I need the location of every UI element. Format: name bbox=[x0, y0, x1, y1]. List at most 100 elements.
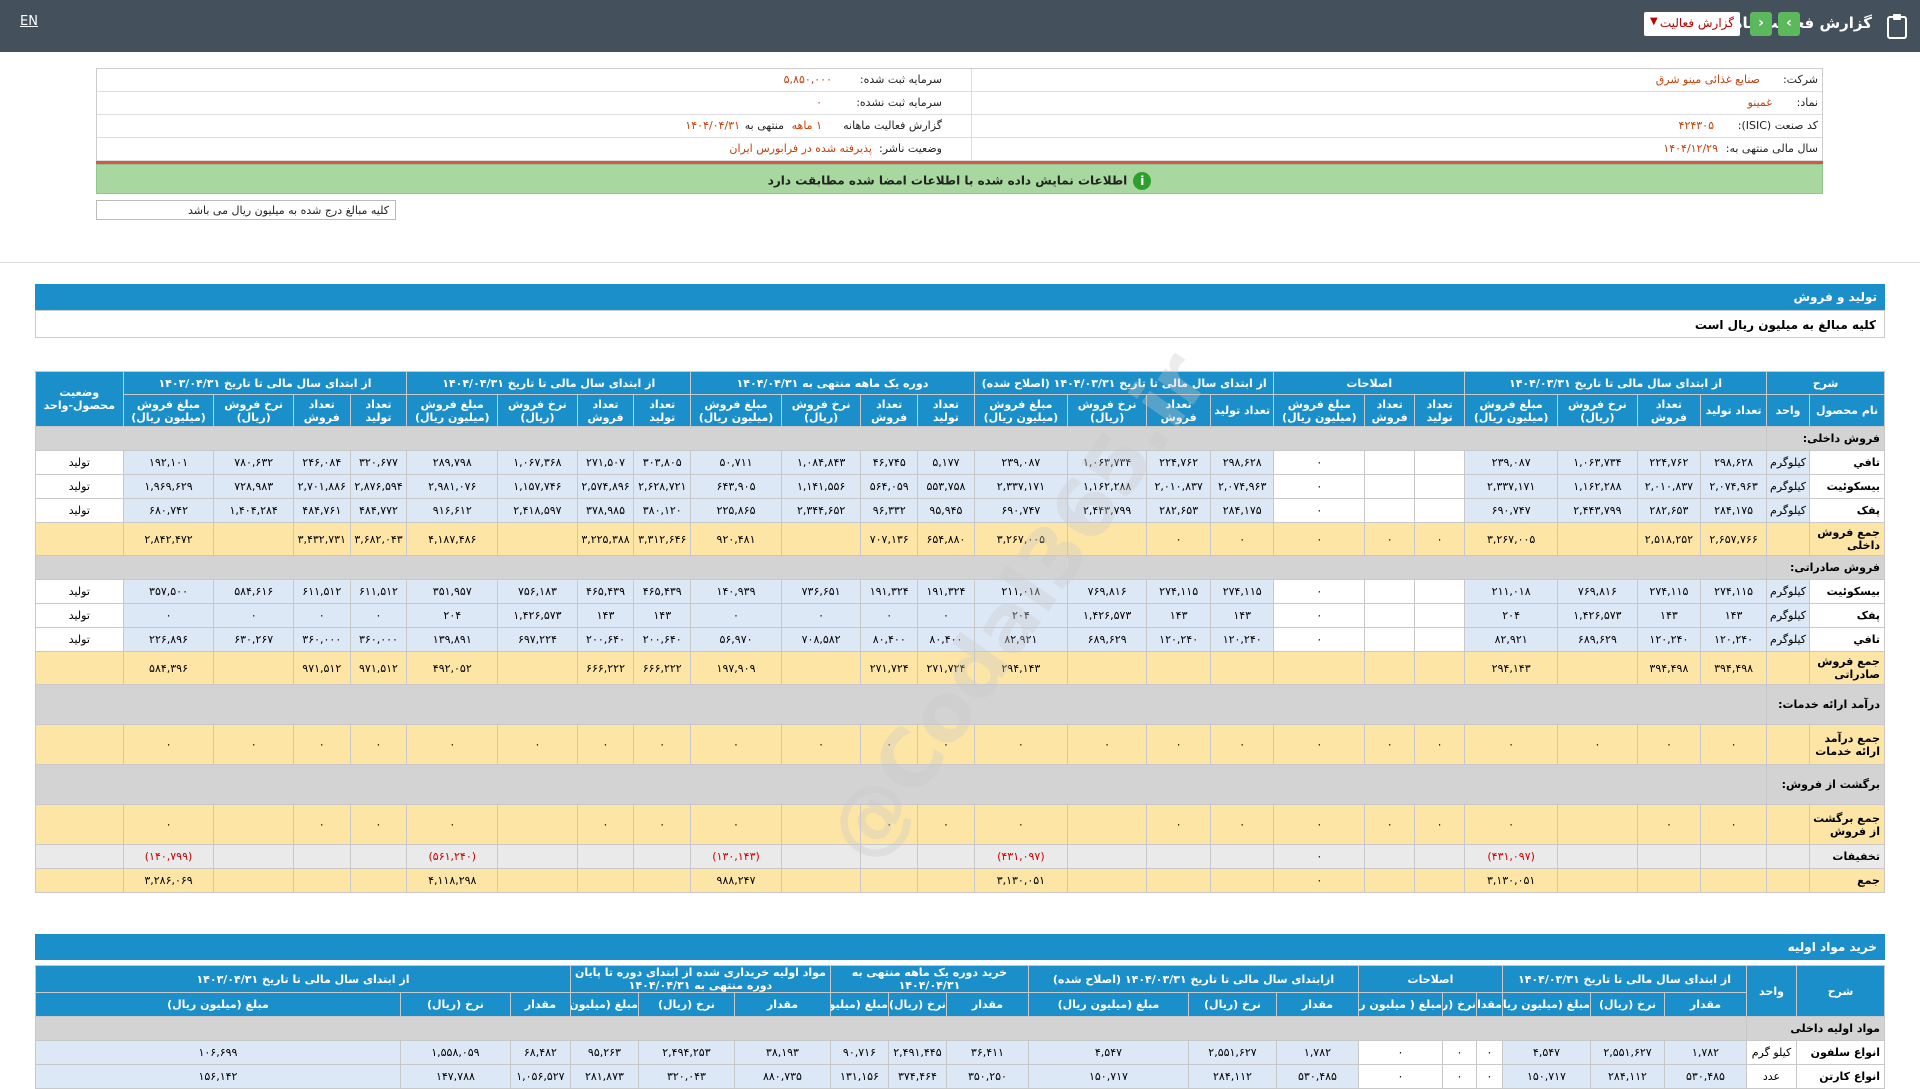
table-cell: ۱۴۷,۷۸۸ bbox=[399, 1064, 511, 1089]
category-fill bbox=[35, 555, 1767, 580]
table-row: برگشت از فروش: bbox=[35, 764, 1886, 805]
category-fill bbox=[35, 1016, 1747, 1041]
table-cell bbox=[1557, 651, 1638, 685]
column-header: مقدار bbox=[945, 992, 1029, 1017]
language-switch[interactable]: EN bbox=[20, 14, 38, 29]
table-cell: ۱۲۰,۲۴۰ bbox=[1700, 627, 1767, 652]
table-cell: ۲۸۴,۱۱۲ bbox=[1590, 1064, 1665, 1089]
column-header: مقدار bbox=[509, 992, 571, 1017]
table-cell: ۷۳۶,۶۵۱ bbox=[780, 579, 862, 604]
table-cell: کیلوگرم bbox=[1765, 603, 1811, 628]
table-cell: ۲۰۴ bbox=[1464, 603, 1559, 628]
table-cell bbox=[1557, 868, 1638, 893]
table-cell: جمع فروش داخلی bbox=[1809, 522, 1885, 556]
table-cell bbox=[1765, 651, 1811, 685]
table-cell bbox=[213, 804, 294, 845]
column-header: تعداد فروش bbox=[860, 394, 919, 427]
column-header: نام محصول bbox=[1809, 394, 1885, 427]
table-cell: ۲,۵۷۴,۸۹۶ bbox=[576, 474, 635, 499]
table-cell bbox=[1414, 498, 1466, 523]
category-label: درآمد ارائه خدمات: bbox=[1765, 684, 1886, 725]
table-cell: ۲,۰۱۰,۸۳۷ bbox=[1636, 474, 1702, 499]
previous-button[interactable]: ‹ bbox=[1778, 12, 1800, 36]
table-cell: جمع درآمد ارائه خدمات bbox=[1809, 724, 1885, 765]
table-cell bbox=[1209, 651, 1275, 685]
production-sales-header: تولید و فروش bbox=[35, 284, 1885, 310]
table-cell: ۳۲۰,۰۴۳ bbox=[637, 1064, 735, 1089]
table-cell: ۰ bbox=[1441, 1040, 1477, 1065]
table-cell: ۳۶,۴۱۱ bbox=[945, 1040, 1029, 1065]
table-cell bbox=[35, 651, 124, 685]
table-cell: ۹۲۰,۴۸۱ bbox=[690, 522, 782, 556]
table-cell: ۷۶۹,۸۱۶ bbox=[1066, 579, 1148, 604]
table-cell: کیلوگرم bbox=[1765, 474, 1811, 499]
capital-unregistered-label: سرمایه ثبت نشده: bbox=[856, 96, 942, 109]
table-cell: (۵۶۱,۲۴۰) bbox=[406, 844, 499, 869]
report-type-select[interactable]: گزارش فعالیت ▼ bbox=[1644, 12, 1740, 36]
table-cell bbox=[213, 844, 294, 869]
table-cell bbox=[292, 868, 351, 893]
table-cell: ۲۸۲,۶۵۳ bbox=[1146, 498, 1211, 523]
table-row: جمع برگشت از فروش ۰ ۰ ۰ ۰ ۰ ۰ ۰ ۰ ۰ ۰ ۰ ۰ ۰ ۰ ۰ ۰ ۰ ۰ bbox=[35, 804, 1885, 845]
table-cell: ۱,۱۶۲,۲۸۸ bbox=[1066, 474, 1148, 499]
table-cell: ۸۸۰,۷۳۵ bbox=[733, 1064, 831, 1089]
table-cell: ۰ bbox=[1364, 724, 1416, 765]
publisher-status-label: وضعیت ناشر: bbox=[879, 142, 942, 155]
table-cell: ۳,۲۶۷,۰۰۵ bbox=[973, 522, 1068, 556]
table-cell: ۹۷۱,۵۱۲ bbox=[292, 651, 351, 685]
table-cell: ۲,۴۴۳,۷۹۹ bbox=[1557, 498, 1638, 523]
table-cell bbox=[497, 651, 578, 685]
table-cell: ۲۱۱,۰۱۸ bbox=[1464, 579, 1559, 604]
table-cell: ۹۵,۹۴۵ bbox=[917, 498, 975, 523]
table-cell bbox=[1414, 651, 1466, 685]
column-header: مبلغ (میلیون ریال) bbox=[829, 992, 889, 1017]
table-cell: ۰ bbox=[860, 804, 919, 845]
table-row: پفک کیلوگرم ۲۸۴,۱۷۵ ۲۸۲,۶۵۳ ۲,۴۴۳,۷۹۹ ۶۹۰,۷۴۷… bbox=[35, 498, 1885, 523]
column-header: واحد bbox=[1765, 394, 1811, 427]
table-cell: ۲,۰۷۴,۹۶۳ bbox=[1700, 474, 1767, 499]
table-cell: ۱,۴۲۶,۵۷۳ bbox=[1557, 603, 1638, 628]
table-row: جمع فروش صادراتی ۳۹۴,۴۹۸ ۳۹۴,۴۹۸ ۲۹۴,۱۴۳ ۲۹۴… bbox=[35, 651, 1885, 685]
table-cell: ۶۹۰,۷۴۷ bbox=[1464, 498, 1559, 523]
table-cell: ۱,۱۵۷,۷۴۶ bbox=[497, 474, 578, 499]
table-cell: ۳۵۰,۲۵۰ bbox=[945, 1064, 1029, 1089]
table-cell: ۷۲۸,۹۸۳ bbox=[213, 474, 294, 499]
column-group-header: از ابتدای سال مالی تا تاریخ ۱۴۰۳/۰۴/۳۱ bbox=[35, 965, 571, 993]
column-group-header: از ابتدای سال مالی تا تاریخ ۱۴۰۴/۰۳/۳۱ bbox=[1464, 371, 1767, 395]
table-cell: ۵۸۴,۶۱۶ bbox=[213, 579, 294, 604]
table-cell: ۳۷۴,۴۶۴ bbox=[887, 1064, 947, 1089]
table-cell: ۲۷۱,۷۲۴ bbox=[917, 651, 975, 685]
table-cell: ۲,۸۷۶,۵۹۴ bbox=[349, 474, 408, 499]
column-header: تعداد فروش bbox=[1364, 394, 1416, 427]
table-cell: کیلو گرم bbox=[1746, 1040, 1797, 1065]
table-cell: ۲۴۶,۰۸۴ bbox=[292, 450, 351, 475]
table-cell: ۰ bbox=[406, 804, 499, 845]
table-cell: ۰ bbox=[780, 724, 862, 765]
table-cell: ۴۶,۷۴۵ bbox=[860, 450, 919, 475]
table-cell: ۲۸۴,۱۷۵ bbox=[1209, 498, 1275, 523]
table-cell: ۳,۱۳۰,۰۵۱ bbox=[1464, 868, 1559, 893]
capital-value: ۵,۸۵۰,۰۰۰ bbox=[783, 73, 832, 86]
table-cell bbox=[1209, 868, 1275, 893]
next-button[interactable]: › bbox=[1750, 12, 1772, 36]
table-cell bbox=[1636, 844, 1702, 869]
table-cell: ۰ bbox=[780, 603, 862, 628]
table-cell: ۱,۰۶۳,۷۳۴ bbox=[1557, 450, 1638, 475]
table-cell: ۲۳۹,۰۸۷ bbox=[973, 450, 1068, 475]
table-cell: ۱۹۱,۳۲۴ bbox=[860, 579, 919, 604]
table-cell: ۱,۰۸۴,۸۴۳ bbox=[780, 450, 862, 475]
table-cell: ۰ bbox=[292, 603, 351, 628]
table-cell bbox=[1700, 868, 1767, 893]
table-cell: تخفیفات bbox=[1809, 844, 1885, 869]
table-cell: ۲,۴۴۳,۷۹۹ bbox=[1066, 498, 1148, 523]
column-group-header: مواد اولیه خریداری شده از ابتدای دوره تا… bbox=[569, 965, 831, 993]
table-cell: ۳۷۸,۹۸۵ bbox=[576, 498, 635, 523]
table-cell: ۴۹۲,۰۵۲ bbox=[406, 651, 499, 685]
column-header: نرخ (ریال) bbox=[1187, 992, 1277, 1017]
table-row: درآمد ارائه خدمات: bbox=[35, 684, 1886, 725]
table-cell: ۹۶,۳۳۲ bbox=[860, 498, 919, 523]
table-cell bbox=[1557, 844, 1638, 869]
column-header: نرخ (ریال) bbox=[887, 992, 947, 1017]
symbol-label: نماد: bbox=[1796, 96, 1818, 109]
table-cell: ۰ bbox=[1273, 474, 1366, 499]
